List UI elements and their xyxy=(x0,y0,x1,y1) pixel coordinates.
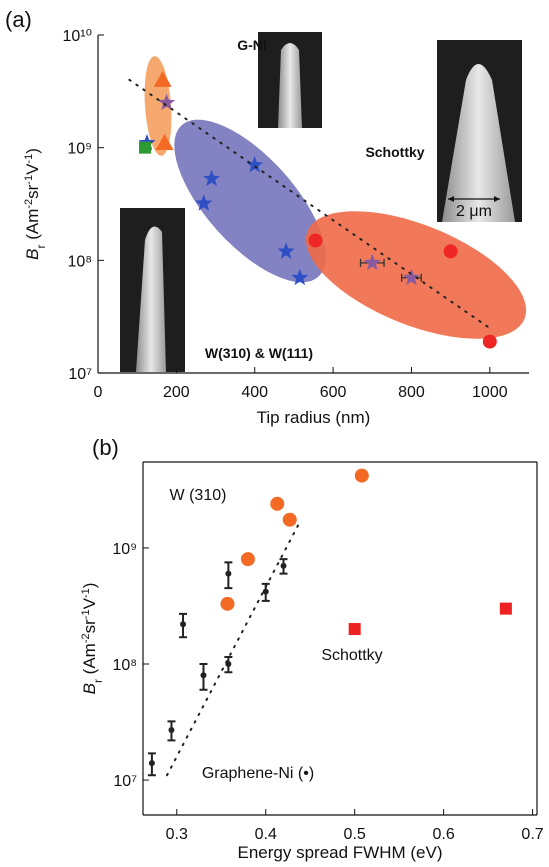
y-axis-label-part: -2 xyxy=(23,199,35,209)
star-point xyxy=(158,93,176,111)
y-tick-label: 10⁷ xyxy=(113,773,137,790)
x-tick-label: 200 xyxy=(163,384,190,401)
sem-tip xyxy=(278,43,302,128)
y-axis-label: Br (Am-2sr-1V-1) xyxy=(80,583,105,695)
panel-label: (a) xyxy=(5,7,32,32)
y-axis-label-part: -1 xyxy=(23,154,35,164)
dot-point xyxy=(225,570,232,577)
panel-label: (b) xyxy=(92,435,119,460)
y-tick-label: 10⁷ xyxy=(68,366,92,383)
dot-point xyxy=(180,621,187,628)
y-axis-label-part: -2 xyxy=(80,633,92,643)
y-axis-label-part: -1 xyxy=(80,588,92,598)
y-axis-label-part: sr xyxy=(80,619,99,634)
y-tick-label: 10¹⁰ xyxy=(62,28,92,45)
y-tick-label: 10⁸ xyxy=(67,253,92,270)
y-axis-label-part: -1 xyxy=(80,609,92,619)
annotation: Graphene-Ni (•) xyxy=(202,765,314,782)
circle-point xyxy=(282,512,297,527)
y-axis-label-part: (Am xyxy=(23,209,42,245)
x-tick-label: 0.4 xyxy=(255,826,277,843)
square-point xyxy=(499,602,512,615)
triangle-point xyxy=(153,70,172,87)
circle-point xyxy=(240,552,255,567)
annotation: W(310) & W(111) xyxy=(205,345,313,361)
annotation: Schottky xyxy=(321,647,382,664)
scale-arrows xyxy=(448,196,500,202)
x-tick-label: 0 xyxy=(94,384,103,401)
g-ni-region xyxy=(174,119,326,283)
y-axis-label-part: ) xyxy=(23,148,42,154)
y-tick-label: 10⁸ xyxy=(112,657,137,674)
star-point xyxy=(363,253,381,271)
x-axis-label: Tip radius (nm) xyxy=(257,408,371,427)
dot-point xyxy=(148,760,155,767)
circle-point xyxy=(354,468,369,483)
sem-tip xyxy=(136,226,166,372)
dot-point xyxy=(168,726,175,733)
square-point xyxy=(139,141,152,154)
y-axis-label-part: V xyxy=(23,163,42,175)
circle-point xyxy=(443,244,458,259)
circle-point xyxy=(482,334,497,349)
y-axis-label-part: r xyxy=(91,679,105,683)
y-axis-label-part: sr xyxy=(23,184,42,199)
circle-point xyxy=(308,233,323,248)
dot-point xyxy=(280,562,287,569)
panel-0: 0 200 400 600 800 1000 10⁷ 10⁸ 10⁹ 10¹⁰ (a) Tip rad… xyxy=(5,7,529,427)
x-axis-label: Energy spread FWHM (eV) xyxy=(238,843,443,862)
y-axis-label-part: B xyxy=(80,683,99,694)
y-tick-label: 10⁹ xyxy=(67,141,92,158)
annotation: G-Ni xyxy=(237,37,267,53)
x-tick-label: 400 xyxy=(241,384,268,401)
circle-point xyxy=(220,596,235,611)
x-tick-label: 0.7 xyxy=(521,826,543,843)
annotation: W (310) xyxy=(170,487,227,504)
dot-point xyxy=(262,588,269,595)
triangle-point xyxy=(155,134,174,151)
y-axis-label: Br (Am-2sr-1V-1) xyxy=(23,148,48,260)
y-axis-label-part: r xyxy=(34,245,48,249)
y-tick-label: 10⁹ xyxy=(112,541,137,558)
x-tick-label: 0.5 xyxy=(344,826,366,843)
dot-point xyxy=(200,672,207,679)
square-point xyxy=(348,623,361,636)
sem-tip xyxy=(442,64,515,222)
panel-1: 0.3 0.4 0.5 0.6 0.7 10⁷ 10⁸ 10⁹ (b) Energy spread… xyxy=(80,435,544,862)
x-tick-label: 0.6 xyxy=(432,826,454,843)
y-axis-label-part: B xyxy=(23,249,42,260)
y-axis-label-part: (Am xyxy=(80,643,99,679)
circle-point xyxy=(270,496,285,511)
y-axis-label-part: -1 xyxy=(23,175,35,185)
star-point xyxy=(277,242,295,259)
y-axis-label-part: ) xyxy=(80,583,99,589)
star-point xyxy=(195,194,213,211)
star-point xyxy=(203,169,221,186)
star-point xyxy=(291,268,309,286)
star-point xyxy=(402,268,420,286)
annotation: Schottky xyxy=(365,144,424,160)
x-tick-label: 800 xyxy=(398,384,425,401)
x-tick-label: 1000 xyxy=(472,384,508,401)
sem-images xyxy=(120,32,522,372)
annotation: 2 μm xyxy=(456,203,492,220)
x-tick-label: 600 xyxy=(320,384,347,401)
fit-line xyxy=(166,523,300,777)
y-axis-label-part: V xyxy=(80,597,99,609)
star-point xyxy=(246,156,264,173)
x-tick-label: 0.3 xyxy=(166,826,188,843)
fit-line xyxy=(128,78,491,330)
